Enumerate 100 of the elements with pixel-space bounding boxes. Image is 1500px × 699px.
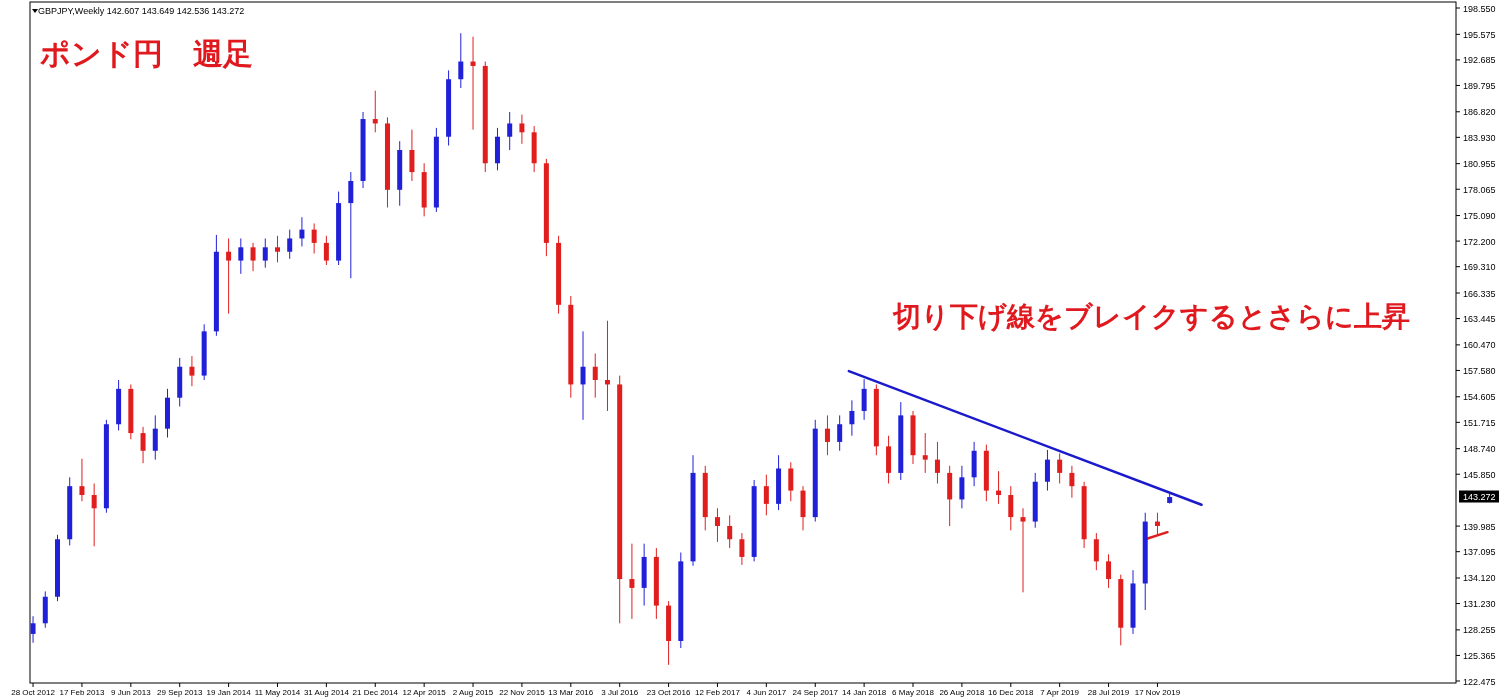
y-tick-label: 189.795 (1463, 80, 1496, 91)
x-tick-label: 28 Oct 2012 (11, 688, 56, 697)
candlestick (1020, 507, 1026, 593)
candlestick (140, 426, 146, 464)
candlestick (934, 441, 940, 485)
candlestick (152, 414, 158, 461)
annotation: GBPJPY,Weekly 142.607 143.649 142.536 143.272 (38, 6, 245, 16)
x-tick-label: 2 Aug 2015 (452, 688, 494, 697)
candlestick (458, 32, 464, 89)
candlestick (507, 111, 513, 151)
y-tick-label: 186.820 (1463, 107, 1496, 118)
candlestick (1069, 465, 1075, 499)
x-tick-label: 12 Apr 2015 (402, 688, 447, 697)
y-tick-label: 175.090 (1463, 211, 1496, 222)
candlestick (189, 355, 195, 387)
candlestick (299, 216, 305, 247)
y-tick-label: 134.120 (1463, 573, 1496, 584)
candlestick (91, 483, 97, 547)
y-tick-label: 122.475 (1463, 676, 1496, 687)
candlestick (238, 237, 244, 275)
x-tick-label: 16 Dec 2018 (988, 688, 1035, 697)
y-tick-label: 163.445 (1463, 314, 1496, 325)
y-tick-label: 183.930 (1463, 132, 1496, 143)
candlestick (959, 465, 965, 509)
y-tick-label: 166.335 (1463, 288, 1496, 299)
candlestick (348, 171, 354, 279)
y-tick-label: 154.605 (1463, 392, 1496, 403)
candlestick (824, 414, 830, 456)
y-tick-label: 128.255 (1463, 625, 1496, 636)
y-tick-label: 178.065 (1463, 184, 1496, 195)
x-tick-label: 17 Feb 2013 (59, 688, 105, 697)
y-tick-label: 157.580 (1463, 365, 1496, 376)
x-tick-label: 22 Nov 2015 (499, 688, 546, 697)
candlestick (1057, 452, 1063, 485)
candlestick (226, 237, 232, 315)
x-tick-label: 6 May 2018 (892, 688, 935, 697)
x-tick-label: 24 Sep 2017 (792, 688, 839, 697)
y-tick-label: 125.365 (1463, 650, 1496, 661)
candlestick (519, 114, 525, 145)
y-tick-label: 139.985 (1463, 521, 1496, 532)
candlestick (1044, 449, 1050, 492)
x-tick-label: 31 Aug 2014 (303, 688, 350, 697)
y-tick-label: 131.230 (1463, 599, 1496, 610)
candlestick (629, 543, 635, 620)
candlestick (604, 320, 610, 412)
y-tick-label: 195.575 (1463, 29, 1496, 40)
x-tick-label: 21 Dec 2014 (352, 688, 399, 697)
x-tick-label: 11 May 2014 (254, 688, 301, 697)
x-tick-label: 12 Feb 2017 (695, 688, 741, 697)
candlestick (30, 615, 36, 644)
candlestick (727, 514, 733, 549)
candlestick (849, 399, 855, 437)
candlestick (287, 229, 293, 260)
x-tick-label: 19 Jan 2014 (206, 688, 252, 697)
text: ポンド円 週足 (40, 37, 253, 70)
y-tick-label: 192.685 (1463, 55, 1496, 66)
candlestick (861, 378, 867, 421)
y-tick-label: 137.095 (1463, 547, 1496, 558)
candlestick (311, 222, 317, 254)
y-tick-label: 160.470 (1463, 340, 1496, 351)
candlestick (580, 330, 586, 421)
candlestick (714, 507, 720, 543)
x-tick-label: 14 Jan 2018 (842, 688, 887, 697)
candlestick (79, 458, 85, 502)
x-tick-label: 3 Jul 2016 (601, 688, 639, 697)
candlestick (763, 474, 769, 516)
y-tick-label: 198.550 (1463, 3, 1496, 14)
y-tick-label: 145.850 (1463, 469, 1496, 480)
x-tick-label: 23 Oct 2016 (646, 688, 691, 697)
x-tick-label: 9 Jun 2013 (111, 688, 152, 697)
y-tick-label: 151.715 (1463, 417, 1496, 428)
y-tick-label: 172.200 (1463, 236, 1496, 247)
candlestick (837, 414, 843, 452)
candlestick (592, 352, 598, 399)
candlestick (1106, 553, 1112, 589)
candlestick (922, 432, 928, 474)
candlestick (470, 36, 476, 131)
annotation: 切り下げ線をブレイクするとさらに上昇 (892, 301, 1410, 332)
candlestick (788, 461, 794, 502)
y-tick-label: 148.740 (1463, 444, 1496, 455)
x-tick-label: 7 Apr 2019 (1040, 688, 1080, 697)
x-tick-label: 28 Jul 2019 (1087, 688, 1130, 697)
candlestick (262, 237, 268, 269)
candlestick (372, 90, 378, 133)
x-tick-label: 4 Jun 2017 (746, 688, 787, 697)
candlestick (274, 235, 280, 263)
candlestick (1008, 485, 1014, 531)
candlestick (1093, 532, 1099, 571)
candlestick (739, 532, 745, 566)
x-tick-label: 26 Aug 2018 (939, 688, 985, 697)
y-tick-label: 169.310 (1463, 262, 1496, 273)
text: 143.272 (1463, 492, 1496, 502)
y-tick-label: 180.955 (1463, 159, 1496, 170)
x-tick-label: 13 Mar 2016 (548, 688, 594, 697)
x-tick-label: 29 Sep 2013 (157, 688, 203, 697)
candlestick (996, 470, 1002, 505)
candlestick (323, 235, 329, 266)
x-tick-label: 17 Nov 2019 (1134, 688, 1181, 697)
candlestick (409, 129, 415, 182)
candlestick (250, 242, 256, 272)
